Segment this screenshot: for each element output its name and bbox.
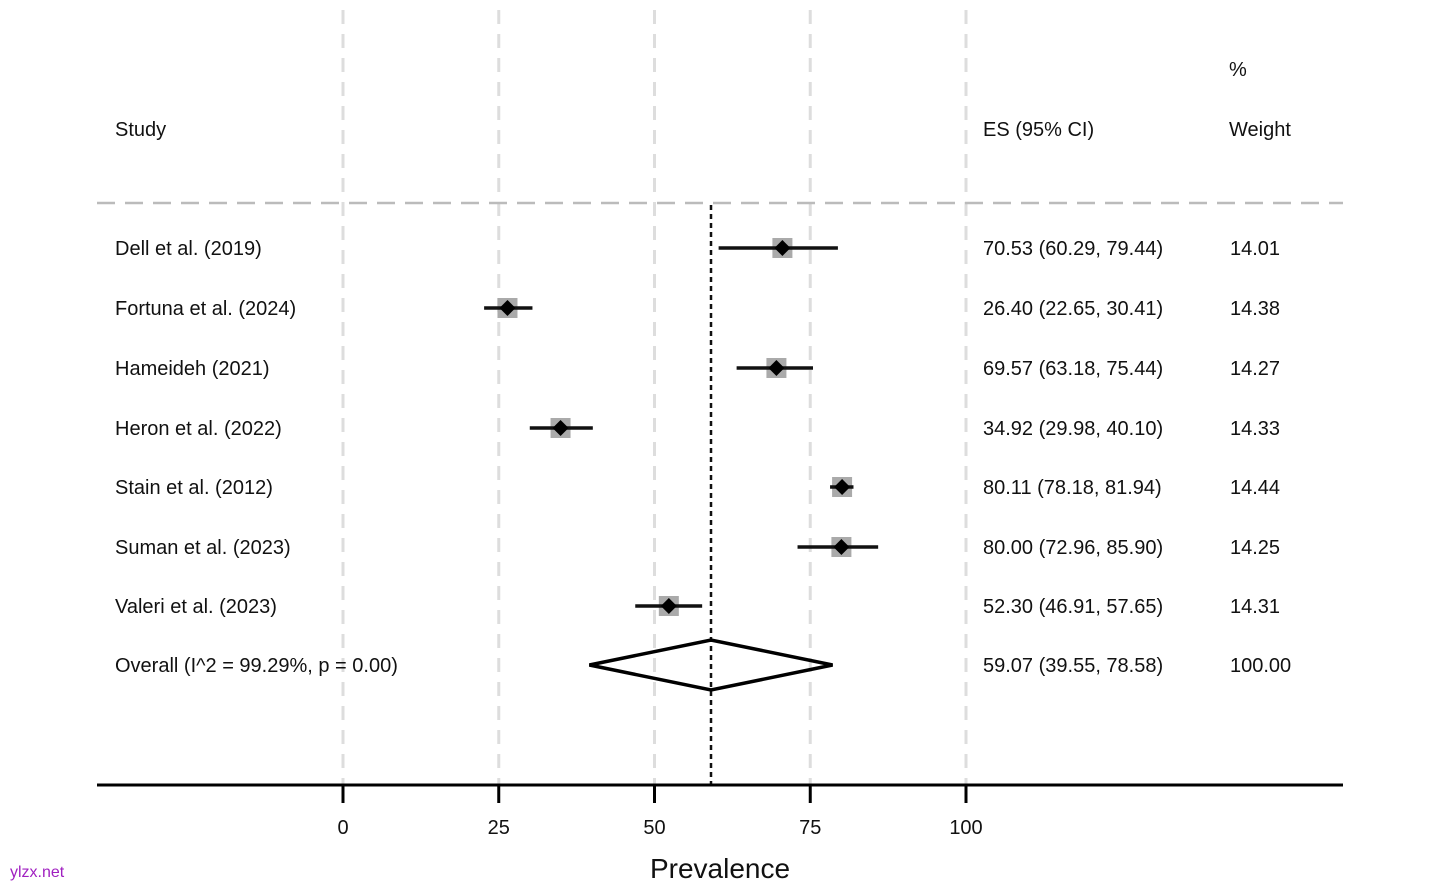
x-tick-label: 25 (488, 817, 510, 839)
x-tick-label: 75 (799, 817, 821, 839)
study-weight: 14.33 (1230, 418, 1280, 440)
point-estimate-marker (552, 420, 569, 436)
study-weight: 14.01 (1230, 238, 1280, 260)
x-tick-label: 0 (337, 817, 348, 839)
overall-es-text: 59.07 (39.55, 78.58) (983, 655, 1163, 677)
x-tick-label: 50 (643, 817, 665, 839)
point-estimate-marker (660, 598, 677, 614)
study-label: Valeri et al. (2023) (115, 596, 277, 618)
x-tick-label: 100 (949, 817, 982, 839)
study-weight: 14.44 (1230, 477, 1280, 499)
point-estimate-marker (833, 539, 850, 555)
study-weight: 14.31 (1230, 596, 1280, 618)
point-estimate-marker (774, 240, 791, 256)
study-es-text: 80.00 (72.96, 85.90) (983, 537, 1163, 559)
watermark: ylzx.net (10, 864, 65, 881)
study-es-text: 70.53 (60.29, 79.44) (983, 238, 1163, 260)
point-estimate-marker (768, 360, 785, 376)
study-label: Hameideh (2021) (115, 358, 270, 380)
study-es-text: 52.30 (46.91, 57.65) (983, 596, 1163, 618)
point-estimate-marker (499, 300, 516, 316)
header-weight: Weight (1229, 119, 1291, 141)
study-label: Suman et al. (2023) (115, 537, 291, 559)
study-es-text: 80.11 (78.18, 81.94) (983, 477, 1162, 499)
header-study: Study (115, 119, 166, 141)
header-es: ES (95% CI) (983, 119, 1094, 141)
overall-diamond (589, 638, 833, 692)
study-label: Fortuna et al. (2024) (115, 298, 296, 320)
overall-weight: 100.00 (1230, 655, 1291, 677)
study-label: Stain et al. (2012) (115, 477, 273, 499)
study-weight: 14.25 (1230, 537, 1280, 559)
study-label: Heron et al. (2022) (115, 418, 282, 440)
x-axis-label: Prevalence (650, 853, 790, 884)
header-weight-percent: % (1229, 59, 1247, 81)
study-es-text: 69.57 (63.18, 75.44) (983, 358, 1163, 380)
study-weight: 14.38 (1230, 298, 1280, 320)
study-es-text: 34.92 (29.98, 40.10) (983, 418, 1163, 440)
overall-label: Overall (I^2 = 99.29%, p = 0.00) (115, 655, 398, 677)
study-label: Dell et al. (2019) (115, 238, 262, 260)
point-estimate-marker (834, 479, 851, 495)
study-es-text: 26.40 (22.65, 30.41) (983, 298, 1163, 320)
study-weight: 14.27 (1230, 358, 1280, 380)
